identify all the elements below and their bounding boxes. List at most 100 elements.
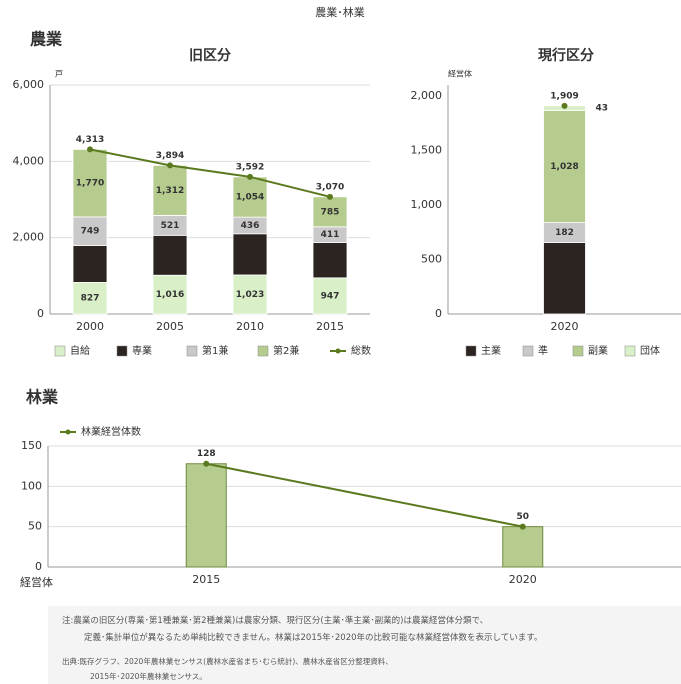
- y-unit: 経営体: [20, 575, 53, 589]
- value-label: 827: [81, 294, 100, 304]
- line-point: [87, 146, 93, 153]
- note: 定義･集計単位が異なるため単純比較できません。林業は2015年･2020年の比較…: [84, 633, 543, 643]
- legend-label: 第2兼: [273, 344, 299, 357]
- page-title: 農業･林業: [315, 5, 365, 19]
- value-label: 1,909: [550, 91, 578, 101]
- line-point: [167, 162, 173, 169]
- note-box: 注:農業の旧区分(専業･第1種兼業･第2種兼業)は農家分類、現行区分(主業･準主…: [48, 606, 681, 684]
- value-label: 182: [555, 228, 574, 238]
- legend-swatch: [572, 345, 584, 357]
- bar: [72, 148, 108, 218]
- legend-swatch: [522, 345, 534, 357]
- value-label: 43: [596, 104, 609, 114]
- y-tick-label: 2,000: [411, 89, 443, 102]
- legend-swatch: [257, 345, 269, 357]
- legend-label: 総数: [351, 344, 371, 357]
- y-tick-label: 0: [37, 307, 44, 320]
- source: 2015年･2020年農林業センサス。: [90, 672, 207, 681]
- y-tick-label: 1,500: [411, 143, 443, 156]
- x-tick-label: 2020: [551, 320, 579, 333]
- heading: 農業: [30, 30, 63, 49]
- y-tick-label: 4,000: [13, 154, 45, 167]
- value-label: 3,070: [316, 182, 344, 192]
- y-tick-label: 0: [35, 560, 42, 573]
- legend-label: 団体: [640, 345, 660, 357]
- value-label: 50: [516, 512, 529, 522]
- value-label: 3,894: [156, 151, 184, 161]
- value-label: 1,016: [156, 290, 184, 300]
- legend-label: 準: [538, 344, 548, 357]
- y-unit: 経営体: [448, 69, 472, 79]
- y-tick-label: 500: [421, 252, 442, 265]
- bar: [72, 282, 108, 315]
- x-tick-label: 2020: [509, 573, 537, 586]
- y-tick-label: 150: [21, 439, 42, 452]
- bar: [502, 526, 544, 568]
- value-label: 436: [241, 221, 260, 231]
- bar: [312, 196, 348, 228]
- value-label: 1,023: [236, 290, 264, 300]
- legend-label: 副業: [588, 344, 608, 357]
- legend-marker: [65, 429, 71, 435]
- legend-label: 林業経営体数: [81, 425, 141, 438]
- source: 出典:既存グラフ、2020年農林業センサス(農林水産省まち･むら統計)、農林水産…: [62, 657, 393, 666]
- bar: [152, 274, 188, 315]
- value-label: 521: [161, 221, 180, 231]
- line-point: [327, 193, 333, 200]
- bar: [232, 233, 268, 276]
- value-label: 3,592: [236, 162, 264, 172]
- value-label: 947: [321, 291, 340, 301]
- y-tick-label: 6,000: [13, 78, 45, 91]
- chart-title: 現行区分: [538, 47, 594, 64]
- value-label: 128: [197, 449, 216, 459]
- bar: [232, 176, 268, 218]
- bar: [543, 242, 586, 315]
- legend-swatch: [465, 345, 477, 357]
- y-tick-label: 2,000: [13, 231, 45, 244]
- value-label: 411: [321, 230, 340, 240]
- bar: [543, 110, 586, 224]
- line-point: [519, 523, 526, 530]
- bar: [72, 245, 108, 283]
- x-tick-label: 2015: [316, 320, 344, 333]
- legend-marker: [335, 348, 341, 354]
- legend-label: 専業: [132, 344, 152, 357]
- bar: [152, 164, 188, 216]
- y-tick-label: 1,000: [411, 198, 443, 211]
- line-point: [561, 102, 568, 109]
- note: 注:農業の旧区分(専業･第1種兼業･第2種兼業)は農家分類、現行区分(主業･準主…: [62, 616, 489, 626]
- value-label: 1,054: [236, 193, 264, 203]
- line-point: [203, 460, 210, 467]
- y-tick-label: 100: [21, 479, 42, 492]
- value-label: 1,770: [76, 179, 104, 189]
- bar: [312, 242, 348, 279]
- x-tick-label: 2000: [76, 320, 104, 333]
- legend-swatch: [54, 345, 66, 357]
- legend-label: 自給: [70, 344, 90, 357]
- y-tick-label: 50: [28, 520, 42, 533]
- value-label: 1,028: [550, 162, 578, 172]
- line: [206, 462, 523, 528]
- value-label: 749: [81, 227, 100, 237]
- heading: 林業: [26, 388, 59, 407]
- legend-swatch: [186, 345, 198, 357]
- y-unit: 戸: [55, 70, 63, 79]
- legend-swatch: [624, 345, 636, 357]
- legend-swatch: [116, 345, 128, 357]
- x-tick-label: 2010: [236, 320, 264, 333]
- line-point: [247, 173, 253, 180]
- x-tick-label: 2015: [192, 573, 220, 586]
- line: [89, 148, 331, 198]
- y-tick-label: 0: [435, 307, 442, 320]
- bar: [185, 463, 227, 568]
- legend-label: 主業: [481, 344, 501, 357]
- value-label: 4,313: [76, 135, 104, 145]
- bar: [152, 234, 188, 276]
- value-label: 785: [321, 207, 340, 217]
- x-tick-label: 2005: [156, 320, 184, 333]
- chart-title: 旧区分: [189, 48, 231, 64]
- legend-label: 第1兼: [202, 344, 228, 357]
- value-label: 1,312: [156, 186, 184, 196]
